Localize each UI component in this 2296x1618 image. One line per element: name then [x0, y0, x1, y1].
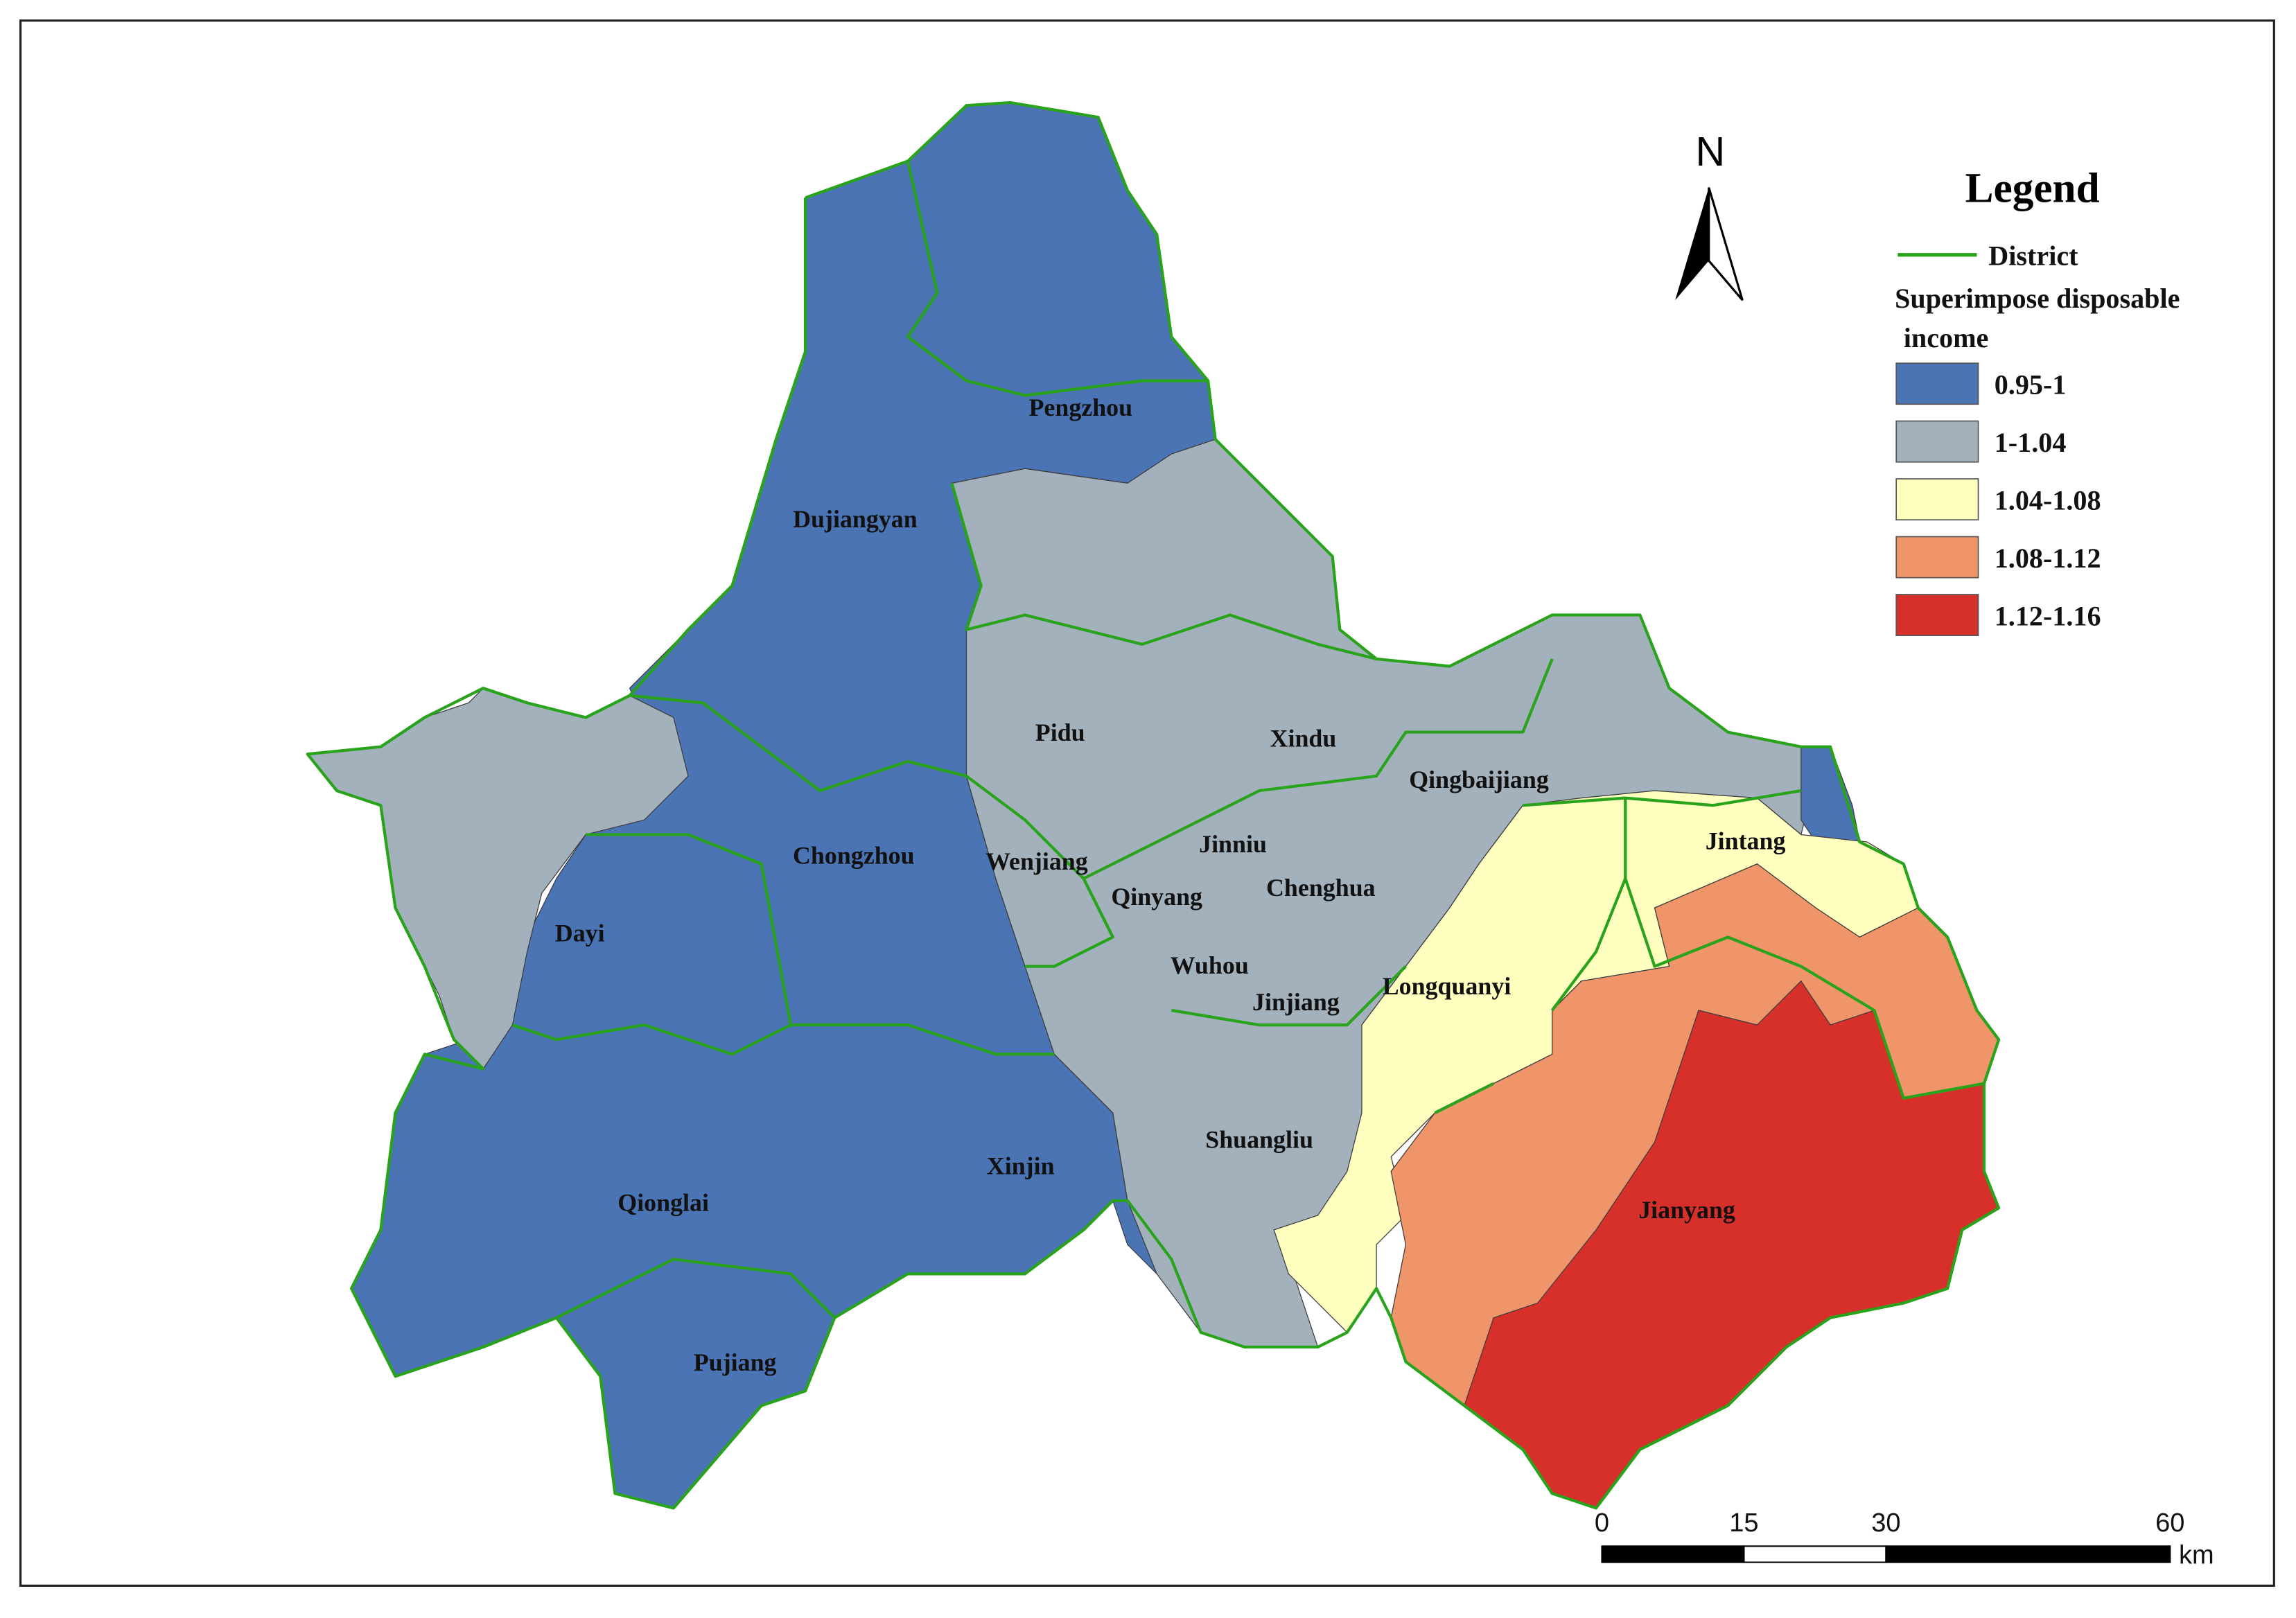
district-label: Pengzhou: [1028, 394, 1132, 421]
district-label: Chongzhou: [793, 842, 915, 870]
district-boundary: [790, 1023, 1055, 1056]
scale-unit: km: [2179, 1541, 2214, 1570]
district-label: Chenghua: [1266, 874, 1376, 902]
district-label: Wuhou: [1171, 951, 1249, 979]
legend-swatch: [1895, 478, 1979, 521]
district-boundary: [1434, 1082, 1495, 1114]
district-label: Qinyang: [1111, 883, 1202, 911]
arrow-half: [1675, 187, 1709, 301]
district-label: Dujiangyan: [793, 505, 918, 533]
north-arrow: N: [1675, 128, 1744, 301]
legend-label: 0.95-1: [1995, 369, 2067, 400]
scale-label: 0: [1595, 1509, 1609, 1538]
legend-swatch: [1895, 536, 1979, 579]
legend-field: income: [1904, 322, 1989, 353]
district-label: Jintang: [1706, 827, 1786, 855]
north-label: N: [1695, 128, 1725, 175]
regions: [306, 102, 1999, 1509]
district-labels: Pengzhou Dujiangyan Pidu Xindu Qingbaiji…: [555, 394, 1786, 1376]
district-boundary: [1171, 965, 1407, 1027]
scale-label: 60: [2155, 1509, 2184, 1538]
district-boundary: [1083, 658, 1554, 880]
district-boundary: [629, 694, 967, 793]
district-boundary: [965, 775, 1114, 968]
district-boundary: [511, 833, 793, 1056]
district-label: Jianyang: [1638, 1196, 1735, 1224]
legend: Legend District Superimpose disposable i…: [1895, 165, 2180, 636]
legend-label: 1-1.04: [1995, 427, 2067, 458]
arrow-half: [1708, 187, 1744, 301]
district-boundary: [1625, 789, 1802, 807]
legend-swatch: [1895, 362, 1979, 405]
district-boundary: [950, 482, 1377, 660]
district-boundary: [306, 100, 2001, 1510]
district-boundary: [555, 1258, 836, 1319]
legend-swatch: [1895, 594, 1979, 636]
district-boundary: [906, 161, 1209, 397]
legend-label: 1.12-1.16: [1995, 600, 2101, 631]
district-label: Jinniu: [1199, 830, 1267, 858]
scale-segment: [1601, 1545, 1745, 1563]
scale-segment: [1885, 1545, 2171, 1563]
district-label: Longquanyi: [1383, 972, 1511, 1000]
district-label: Qingbaijiang: [1409, 766, 1549, 793]
district-label: Qionglai: [617, 1188, 709, 1216]
scale-segment: [1743, 1545, 1887, 1563]
legend-swatch: [1895, 420, 1979, 463]
legend-label: 1.04-1.08: [1995, 484, 2101, 516]
district-label: Pidu: [1035, 719, 1085, 746]
scale-bar: 0 15 30 60 km: [1595, 1509, 2214, 1569]
legend-title: Legend: [1965, 165, 2100, 212]
scale-label: 30: [1871, 1509, 1900, 1538]
scale-label: 15: [1729, 1509, 1758, 1538]
district-label: Pujiang: [694, 1348, 777, 1376]
district-boundary: [1624, 878, 1985, 1100]
district-label: Dayi: [555, 920, 605, 947]
legend-field: Superimpose disposable: [1895, 283, 2180, 314]
legend-label: 1.08-1.12: [1995, 543, 2101, 574]
district-boundaries: [306, 100, 2001, 1510]
district-label: Jinjiang: [1252, 988, 1340, 1016]
district-label: Wenjiang: [985, 847, 1088, 875]
district-label: Xinjin: [987, 1152, 1055, 1180]
district-label: Xindu: [1270, 725, 1337, 753]
district-label: Shuangliu: [1205, 1126, 1313, 1154]
legend-label: District: [1988, 240, 2078, 272]
